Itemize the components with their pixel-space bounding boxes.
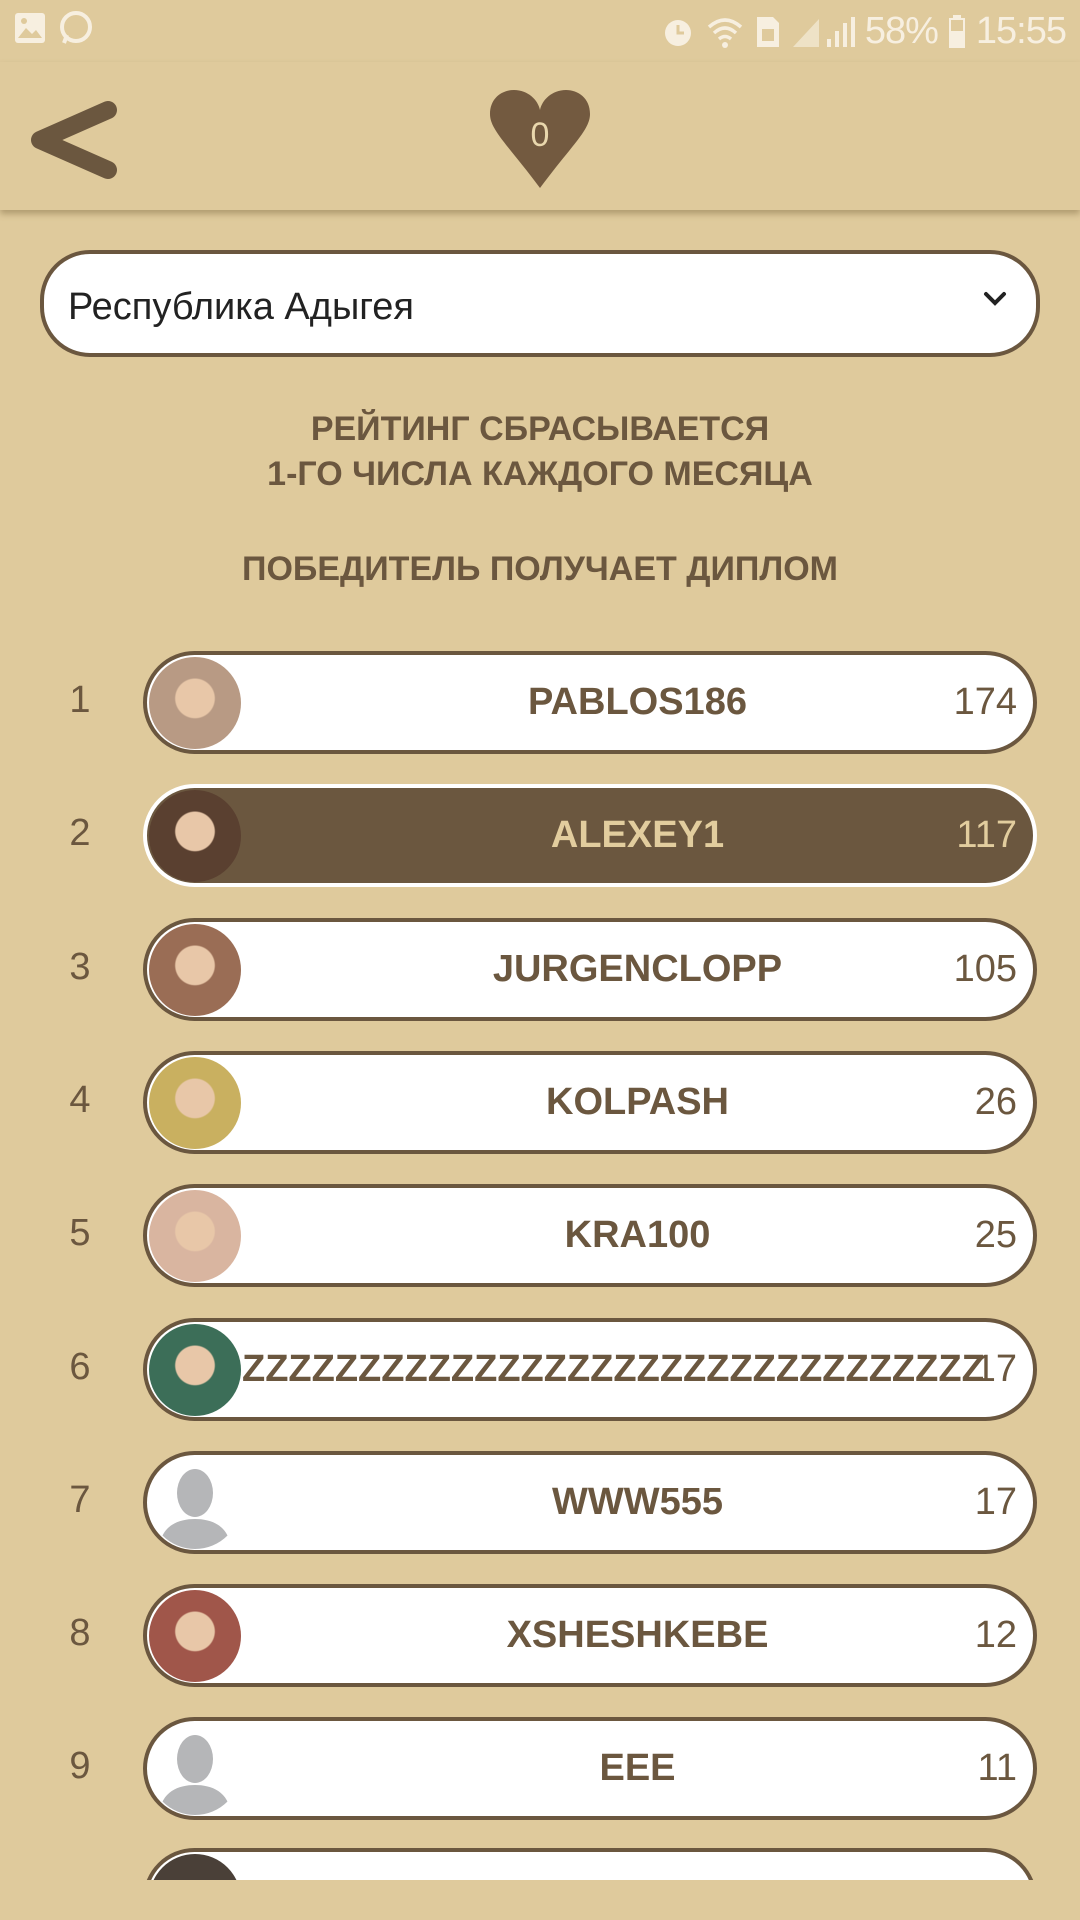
leaderboard-pill[interactable]: 11 EEE — [143, 1717, 1037, 1821]
likes-heart[interactable]: 0 — [488, 90, 592, 190]
player-name: WWW555 — [552, 1480, 723, 1523]
rank-number: 1 — [69, 679, 91, 721]
avatar — [149, 790, 241, 883]
player-name: EEE — [599, 1747, 676, 1790]
avatar — [149, 1854, 241, 1880]
leaderboard-pill[interactable]: 25 KRA100 — [143, 1184, 1037, 1288]
alarm-icon — [664, 19, 691, 46]
info-reset-line2: 1-ГО ЧИСЛА КАЖДОГО МЕСЯЦА — [267, 455, 813, 493]
leaderboard-pill[interactable]: 17 ZZZZZZZZZZZZZZZZZZZZZZZZZZZZZZZZZZZZ — [143, 1317, 1037, 1421]
battery-percent: 58% — [864, 10, 939, 52]
rank-number: 5 — [69, 1212, 91, 1255]
chevron-down-icon — [984, 292, 1006, 306]
leaderboard-pill[interactable] — [143, 1848, 1037, 1880]
player-name: KOLPASH — [546, 1080, 729, 1123]
wifi-icon — [707, 17, 742, 48]
leaderboard-row: 6 17 ZZZZZZZZZZZZZZZZZZZZZZZZZZZZZZZZZZZ… — [0, 1317, 1080, 1421]
score: 17 — [974, 1347, 1017, 1390]
leaderboard-row: 8 12 XSHESHKEBE — [0, 1584, 1080, 1688]
leaderboard-row-partial — [0, 1848, 1080, 1880]
leaderboard-pill[interactable]: 117 ALEXEY1 — [143, 784, 1037, 888]
avatar — [149, 1723, 241, 1816]
rank-number: 7 — [69, 1478, 91, 1521]
avatar — [149, 1323, 241, 1416]
player-name: ZZZZZZZZZZZZZZZZZZZZZZZZZZZZZZZZZZZZ — [242, 1347, 983, 1390]
app-bar: 0 — [0, 62, 1080, 210]
avatar — [149, 923, 241, 1016]
back-button[interactable] — [28, 100, 123, 180]
clock: 15:55 — [975, 10, 1067, 52]
player-name: ALEXEY1 — [550, 814, 725, 857]
rank-number: 8 — [69, 1612, 91, 1655]
whatsapp-icon — [60, 11, 92, 44]
region-select-value: Республика Адыгея — [68, 286, 414, 328]
info-winner: ПОБЕДИТЕЛЬ ПОЛУЧАЕТ ДИПЛОМ — [242, 550, 838, 588]
leaderboard-pill[interactable]: 105 JURGENCLOPP — [143, 917, 1037, 1021]
avatar — [149, 1590, 241, 1683]
score: 17 — [974, 1480, 1017, 1523]
rank-number: 6 — [69, 1345, 91, 1388]
leaderboard-row: 1 174 PABLOS186 — [0, 651, 1080, 754]
likes-count: 0 — [530, 116, 550, 154]
leaderboard-row: 9 11 EEE — [0, 1717, 1080, 1821]
rank-number: 2 — [69, 812, 91, 855]
player-name: JURGENCLOPP — [492, 947, 783, 990]
avatar — [149, 1190, 241, 1283]
sim-icon — [756, 16, 779, 47]
avatar — [149, 1456, 241, 1549]
leaderboard-row: 5 25 KRA100 — [0, 1184, 1080, 1288]
battery-icon — [948, 14, 965, 48]
score: 11 — [977, 1747, 1017, 1790]
leaderboard-pill[interactable]: 17 WWW555 — [143, 1450, 1037, 1554]
region-select[interactable]: Республика Адыгея — [40, 250, 1040, 357]
rank-number: 4 — [69, 1078, 91, 1121]
leaderboard-pill[interactable]: 174 PABLOS186 — [143, 651, 1037, 754]
leaderboard-row: 7 17 WWW555 — [0, 1450, 1080, 1554]
score: 12 — [974, 1614, 1017, 1657]
score: 117 — [956, 814, 1017, 857]
rank-number: 3 — [69, 945, 91, 988]
status-bar: 58% 15:55 — [0, 0, 1080, 62]
leaderboard-row: 3 105 JURGENCLOPP — [0, 917, 1080, 1021]
score: 174 — [953, 681, 1017, 723]
heart-icon — [490, 90, 590, 188]
leaderboard-row: 2 117 ALEXEY1 — [0, 784, 1080, 888]
player-name: PABLOS186 — [528, 681, 747, 723]
signal-icon — [792, 16, 855, 47]
player-name: KRA100 — [564, 1214, 711, 1257]
player-name: XSHESHKEBE — [506, 1614, 769, 1657]
gallery-icon — [15, 13, 45, 43]
score: 25 — [974, 1214, 1017, 1257]
avatar — [149, 1056, 241, 1149]
score: 105 — [953, 947, 1017, 990]
leaderboard-row: 4 26 KOLPASH — [0, 1050, 1080, 1154]
rank-number: 9 — [69, 1745, 91, 1788]
leaderboard-pill[interactable]: 12 XSHESHKEBE — [143, 1584, 1037, 1688]
avatar — [149, 657, 241, 749]
leaderboard-pill[interactable]: 26 KOLPASH — [143, 1050, 1037, 1154]
score: 26 — [974, 1080, 1017, 1123]
info-reset-line1: РЕЙТИНГ СБРАСЫВАЕТСЯ — [310, 410, 770, 448]
